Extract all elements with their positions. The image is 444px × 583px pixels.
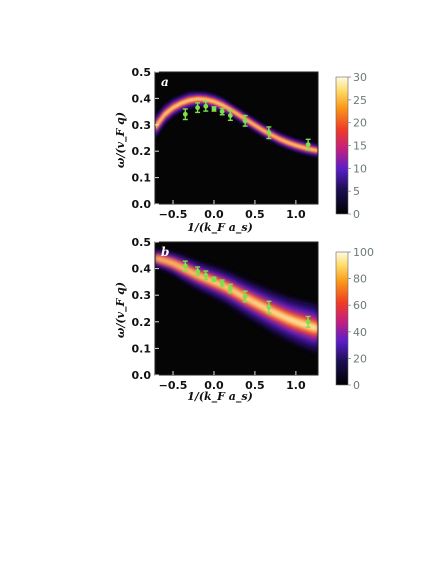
panel-a-data-point [266, 126, 272, 140]
panel-b-xlabel: 1/(k_F a_s) [187, 390, 253, 404]
panel-a-ytick-label: 0.1 [132, 172, 152, 185]
panel-a-data-point [219, 107, 225, 116]
panel-a-letter: a [161, 75, 169, 89]
panel-a-data-point [242, 114, 248, 127]
panel-b-colorbar-gradient [335, 251, 349, 386]
panel-b-data-point [203, 270, 209, 281]
panel-b-data-point [182, 260, 188, 272]
panel-a-colorbar-tick-label: 15 [353, 140, 367, 153]
panel-a-colorbar-gradient [335, 76, 349, 215]
panel-a-spectral-band [155, 91, 318, 158]
panel-a: ω/(v_F q) a0.00.10.20.30.40.5−0.5 0.0 0.5 1… [114, 66, 367, 235]
panel-a-colorbar: 0 5 10 15 20 25 30 [335, 71, 367, 221]
panel-b-data-point [211, 276, 217, 283]
panel-b-colorbar-tick-label: 40 [353, 326, 367, 339]
panel-a-colorbar-tick-label: 0 [353, 208, 360, 221]
panel-b-colorbar-tick-label: 60 [353, 299, 367, 312]
panel-b-colorbar-tick-label: 20 [353, 352, 367, 365]
panel-b-frame [154, 241, 319, 376]
panel-a-ytick-label: 0.4 [132, 92, 152, 105]
panel-a-data-point [211, 106, 217, 112]
panel-a-ytick-label: 0.2 [132, 145, 152, 158]
panel-b-ytick-label: 0.0 [132, 369, 152, 382]
panel-b-ytick-label: 0.2 [132, 316, 152, 329]
panel-b-ytick-label: 0.3 [132, 289, 152, 302]
panel-b-data-point [242, 290, 248, 303]
panel-b-ylabel: ω/(v_F q) [114, 282, 128, 338]
panel-b-data-point [227, 283, 233, 294]
panel-a-plot-area: a 0.0 0.1 0.2 0.3 0.4 0.5 −0.5 0.0 0.5 1.0 [132, 66, 319, 221]
panel-a-ytick-label: 0.5 [132, 66, 152, 79]
panel-b-xtick-label: −0.5 [159, 379, 188, 392]
panel-b-xtick-label: 0.0 [204, 379, 224, 392]
panel-a-data-point [182, 108, 188, 121]
panel-b-data-point [219, 279, 225, 288]
panel-b-colorbar-tick-label: 80 [353, 273, 367, 286]
panel-b-ytick-label: 0.4 [132, 263, 152, 276]
panel-a-ridge-layer-6 [155, 98, 318, 152]
panel-a-ytick-label: 0.0 [132, 198, 152, 211]
panel-b-ytick-label: 0.5 [132, 236, 152, 249]
panel-a-data-point [195, 102, 201, 114]
panel-a-xtick-label: 0.5 [245, 208, 265, 221]
panel-a-ytick-label: 0.3 [132, 119, 152, 132]
panel-a-data-point [305, 138, 311, 151]
panel-a-xtick-label: 0.0 [204, 208, 224, 221]
panel-b-colorbar-tick-label: 0 [353, 379, 360, 392]
panel-a-data-point [203, 100, 209, 112]
panel-a-xtick-label: 1.0 [286, 208, 306, 221]
panel-a-xtick-label: −0.5 [159, 208, 188, 221]
panel-a-colorbar-tick-label: 5 [353, 185, 360, 198]
panel-a-ylabel: ω/(v_F q) [114, 112, 128, 168]
panel-b-colorbar-tick-label: 100 [353, 246, 374, 259]
panel-a-colorbar-tick-label: 10 [353, 162, 367, 175]
panel-b-data-point [266, 300, 272, 314]
panel-a-frame [154, 71, 319, 205]
panel-b: ω/(v_F q) b0.00.10.20.30.40.5−0.5 0.0 0.5 1… [114, 236, 374, 404]
panel-b-data-point [195, 266, 201, 277]
panel-b-plot-area: b 0.0 0.1 0.2 0.3 0.4 0.5 −0.5 0.0 0.5 1.0 [132, 236, 319, 392]
panel-b-colorbar: 0 20 40 60 80 100 [335, 246, 374, 392]
panel-a-colorbar-tick-label: 25 [353, 94, 367, 107]
panel-a-xlabel: 1/(k_F a_s) [187, 221, 253, 235]
panel-a-data-point [227, 110, 233, 122]
panel-a-colorbar-tick-label: 20 [353, 117, 367, 130]
panel-b-xtick-label: 0.5 [245, 379, 265, 392]
panel-b-xtick-label: 1.0 [286, 379, 306, 392]
panel-a-colorbar-tick-label: 30 [353, 71, 367, 84]
panel-b-letter: b [161, 245, 169, 259]
panel-b-ytick-label: 0.1 [132, 342, 152, 355]
panel-b-data-point [305, 315, 311, 328]
